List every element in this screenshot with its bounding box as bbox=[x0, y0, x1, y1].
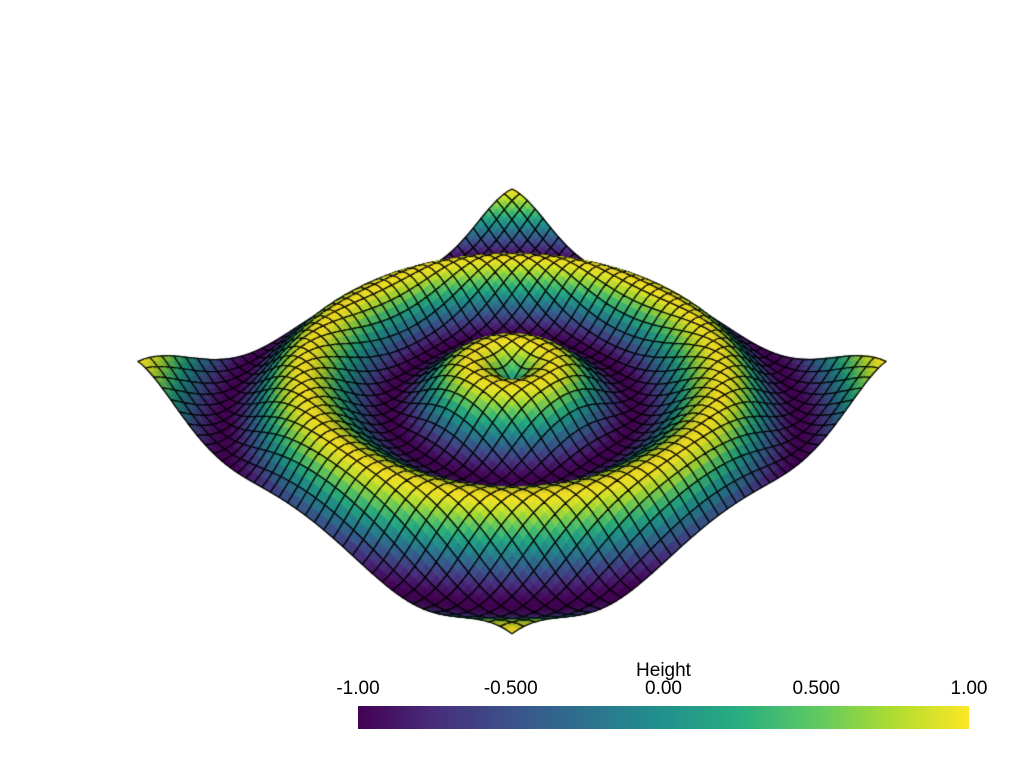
colorbar-tick-label: -1.00 bbox=[336, 678, 380, 699]
colorbar-tick-label: 0.500 bbox=[792, 678, 841, 699]
colorbar-tick-label: 0.00 bbox=[645, 678, 682, 699]
colorbar-title: Height bbox=[636, 660, 691, 681]
colorbar-tick-label: -0.500 bbox=[483, 678, 538, 699]
colorbar-gradient bbox=[358, 706, 969, 729]
colorbar-tick-label: 1.00 bbox=[950, 678, 988, 699]
